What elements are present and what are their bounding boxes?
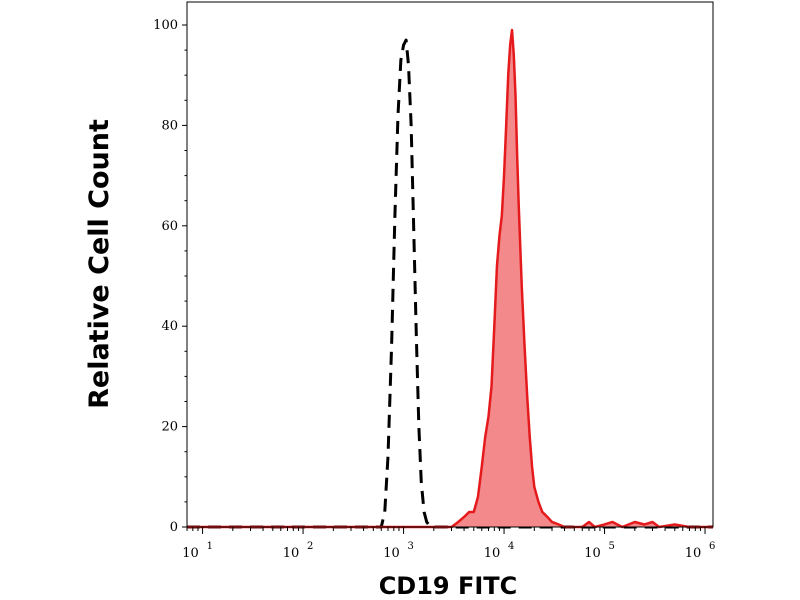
plot-area	[187, 28, 713, 529]
y-tick-label: 80	[161, 118, 178, 133]
y-tick-label: 20	[161, 420, 178, 435]
y-tick-label: 60	[161, 219, 178, 234]
y-tick-label: 40	[161, 319, 178, 334]
x-tick-label: 10	[182, 546, 199, 561]
x-tick-exponent: 6	[709, 541, 715, 552]
axes	[186, 1, 714, 528]
x-tick-exponent: 3	[408, 541, 414, 552]
x-ticks: 10 1 10 2 10 3 10 4 10 5 10 6	[182, 527, 715, 561]
x-tick-exponent: 5	[609, 541, 615, 552]
y-tick-label: 100	[153, 18, 178, 33]
x-tick-exponent: 1	[207, 541, 213, 552]
x-tick-label: 10	[484, 546, 501, 561]
series-2-line	[187, 28, 713, 529]
x-tick-exponent: 4	[508, 541, 514, 552]
x-tick-label: 10	[383, 546, 400, 561]
x-axis-label: CD19 FITC	[379, 572, 518, 600]
series-1-line	[187, 38, 713, 529]
x-tick-label: 10	[584, 546, 601, 561]
y-tick-label: 0	[170, 520, 178, 535]
y-axis-label: Relative Cell Count	[84, 119, 115, 409]
plot-frame	[186, 1, 714, 528]
x-tick-label: 10	[283, 546, 300, 561]
x-tick-label: 10	[685, 546, 702, 561]
y-ticks: 0 20 40 60 80 100	[153, 18, 187, 535]
x-tick-exponent: 2	[307, 541, 313, 552]
